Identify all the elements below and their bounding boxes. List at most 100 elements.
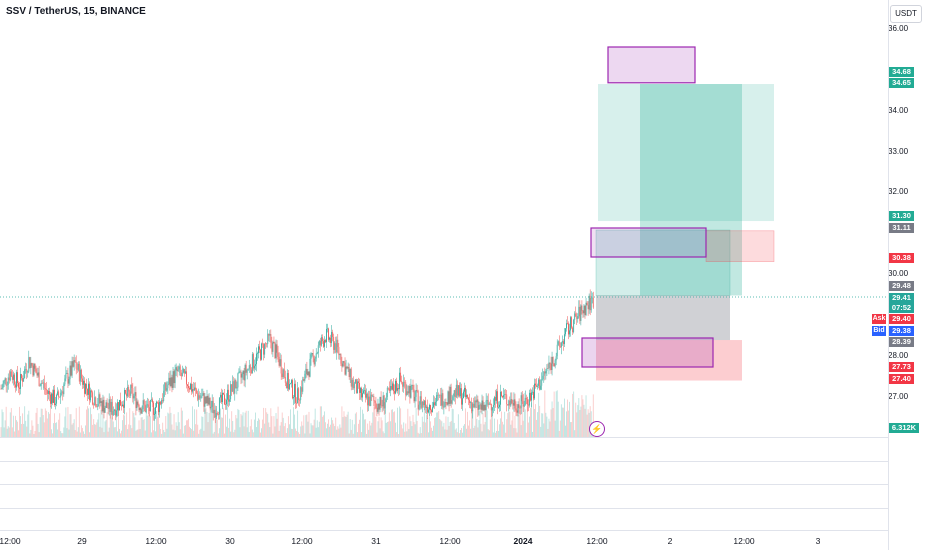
candle-body — [574, 313, 576, 320]
candle-body — [12, 374, 14, 380]
candle-body — [38, 372, 40, 387]
candle-body — [125, 389, 127, 394]
candle-body — [13, 374, 15, 385]
volume-bar — [141, 417, 143, 437]
volume-bar — [148, 414, 150, 437]
candle-body — [189, 388, 190, 390]
volume-bar — [182, 433, 184, 437]
candle-body — [287, 373, 289, 390]
price-tick-label: 33.00 — [888, 146, 909, 156]
candle-body — [518, 404, 520, 408]
volume-bar — [199, 429, 201, 437]
volume-bar — [53, 423, 54, 437]
candle-body — [308, 371, 310, 377]
candle-body — [585, 302, 587, 316]
volume-bar — [31, 420, 33, 437]
candle-body — [5, 378, 7, 386]
price-tag-stop: 27.73 — [889, 362, 914, 372]
candle-body — [513, 399, 515, 406]
candle-body — [237, 373, 239, 388]
volume-bar — [170, 412, 172, 437]
stop-zone — [596, 340, 742, 381]
volume-bar — [572, 393, 574, 437]
currency-button[interactable]: USDT — [890, 5, 922, 23]
volume-bar — [349, 419, 351, 437]
candle-body — [457, 385, 459, 396]
volume-bar — [416, 420, 418, 437]
stop-zone-upper — [705, 230, 775, 262]
candle-body — [557, 341, 559, 345]
candle-body — [329, 337, 330, 340]
pane-separator[interactable] — [0, 437, 888, 438]
volume-bar — [166, 428, 168, 437]
volume-bar — [548, 418, 550, 437]
candle-body — [413, 389, 415, 402]
candle-body — [142, 400, 144, 410]
candle-body — [75, 362, 77, 369]
candle-body — [514, 399, 516, 409]
price-axis-border — [888, 0, 889, 550]
volume-bar — [398, 433, 399, 437]
volume-bar — [231, 411, 233, 437]
volume-bar — [21, 423, 22, 437]
lightning-icon[interactable]: ⚡ — [589, 421, 605, 437]
volume-bar — [453, 422, 455, 437]
pane-separator[interactable] — [0, 461, 888, 462]
price-tag-last: 29.41 — [889, 293, 914, 303]
volume-bar — [545, 412, 547, 437]
candle-body — [174, 370, 176, 384]
volume-bar — [243, 426, 245, 437]
volume-bar — [180, 407, 182, 437]
candle-body — [442, 393, 444, 408]
volume-bar — [79, 432, 81, 437]
candle-body — [118, 402, 119, 411]
volume-bar — [365, 419, 367, 437]
candle-body — [430, 405, 431, 411]
volume-bar — [56, 422, 58, 437]
candle-body — [470, 402, 472, 404]
candle-body — [156, 401, 157, 407]
pane-separator[interactable] — [0, 484, 888, 485]
candle-body — [444, 402, 446, 407]
volume-bar — [395, 422, 396, 437]
candle-body — [540, 385, 542, 390]
symbol-title[interactable]: SSV / TetherUS, 15, BINANCE — [6, 6, 146, 17]
volume-bar — [291, 428, 292, 437]
volume-bar — [121, 430, 122, 437]
candle-body — [37, 372, 39, 376]
volume-bar — [147, 413, 149, 437]
volume-bar — [369, 421, 371, 437]
volume-bar — [278, 430, 280, 437]
candle-body — [167, 384, 169, 389]
volume-bar — [115, 413, 117, 437]
candle-body — [197, 393, 199, 400]
volume-bar — [499, 424, 500, 437]
volume-bar — [109, 414, 111, 437]
volume-bar — [544, 390, 546, 437]
volume-bar — [432, 430, 433, 437]
volume-bar — [119, 428, 120, 437]
candle-body — [55, 403, 56, 405]
volume-bar — [277, 406, 279, 437]
volume-bar — [434, 418, 436, 437]
volume-bar — [36, 407, 38, 437]
pane-separator[interactable] — [0, 508, 888, 509]
candle-body — [41, 383, 43, 384]
candle-body — [124, 389, 125, 408]
candle-body — [489, 403, 491, 405]
candle-body — [552, 357, 554, 364]
candle-body — [549, 362, 551, 364]
volume-bar — [389, 421, 391, 437]
candle-body — [108, 399, 110, 409]
volume-bar — [174, 430, 176, 437]
candle-body — [140, 408, 142, 414]
candle-body — [179, 366, 181, 373]
volume-bar — [439, 418, 441, 437]
candle-body — [119, 399, 120, 411]
volume-bar — [95, 424, 97, 437]
candle-body — [42, 382, 44, 384]
candle-body — [245, 364, 247, 373]
candle-body — [305, 368, 307, 374]
volume-bar — [259, 419, 260, 437]
